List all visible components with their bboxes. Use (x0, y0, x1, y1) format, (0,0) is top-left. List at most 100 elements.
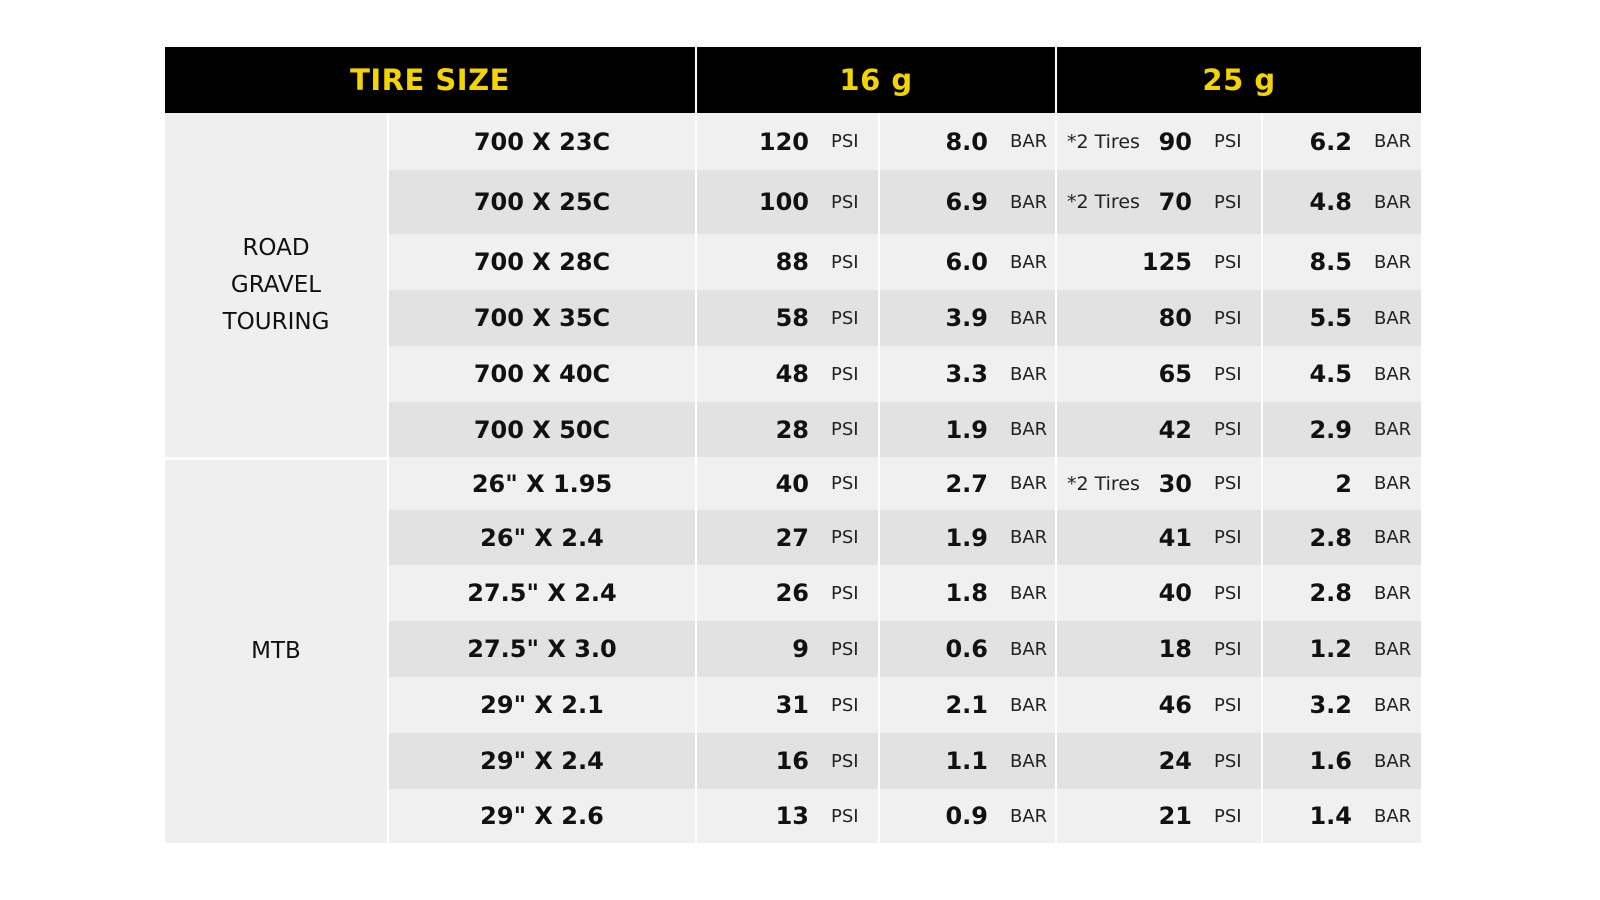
category-cell: MTB (165, 457, 387, 843)
value: 2.8 (1309, 579, 1352, 607)
tire-size-cell: 700 X 50C (389, 402, 695, 457)
value: 2 (1335, 469, 1352, 498)
value: 1.9 (945, 523, 988, 552)
value: 3.9 (945, 304, 988, 332)
psi-25g-cell: *2 Tires 90 PSI (1057, 113, 1261, 170)
psi-25g-cell: 21 PSI (1057, 789, 1261, 843)
unit-label: PSI (831, 191, 859, 213)
value: 21 (1158, 802, 1192, 830)
value: 0.6 (945, 635, 988, 663)
value: 1.1 (945, 747, 988, 775)
unit-label: PSI (831, 251, 859, 273)
bar-16g-cell: 2.7 BAR (880, 457, 1055, 510)
bar-25g-cell: 8.5 BAR (1263, 234, 1421, 290)
value: 6.9 (945, 188, 988, 216)
unit-label: PSI (831, 527, 859, 548)
psi-16g-cell: 31 PSI (697, 677, 878, 733)
unit-label: PSI (1214, 527, 1242, 548)
unit-label: PSI (1214, 363, 1242, 385)
unit-label: PSI (831, 363, 859, 385)
category-cell: ROAD GRAVEL TOURING (165, 113, 387, 457)
unit-label: PSI (831, 694, 859, 716)
psi-25g-cell: 24 PSI (1057, 733, 1261, 789)
unit-label: BAR (1010, 638, 1048, 660)
psi-25g-cell: 42 PSI (1057, 402, 1261, 457)
value: 1.4 (1309, 802, 1352, 830)
value: 27 (775, 523, 809, 552)
psi-16g-cell: 13 PSI (697, 789, 878, 843)
unit-label: PSI (831, 805, 859, 827)
tire-size-cell: 700 X 25C (389, 170, 695, 234)
value: 42 (1158, 415, 1192, 444)
bar-16g-cell: 6.9 BAR (880, 170, 1055, 234)
unit-label: BAR (1374, 638, 1412, 660)
value: 31 (775, 691, 809, 719)
unit-label: BAR (1374, 363, 1412, 385)
psi-16g-cell: 48 PSI (697, 346, 878, 402)
unit-label: BAR (1374, 251, 1412, 273)
value: 2.7 (945, 469, 988, 498)
tire-size-cell: 700 X 40C (389, 346, 695, 402)
unit-label: BAR (1010, 363, 1048, 385)
bar-25g-cell: 4.5 BAR (1263, 346, 1421, 402)
bar-25g-cell: 2.9 BAR (1263, 402, 1421, 457)
bar-16g-cell: 6.0 BAR (880, 234, 1055, 290)
bar-25g-cell: 2 BAR (1263, 457, 1421, 510)
value: 3.3 (945, 360, 988, 388)
bar-25g-cell: 1.6 BAR (1263, 733, 1421, 789)
value: 120 (758, 127, 809, 156)
psi-25g-cell: 46 PSI (1057, 677, 1261, 733)
unit-label: BAR (1010, 750, 1048, 772)
unit-label: PSI (1214, 307, 1242, 329)
bar-16g-cell: 1.8 BAR (880, 565, 1055, 621)
unit-label: BAR (1010, 251, 1048, 273)
value: 3.2 (1309, 691, 1352, 719)
tire-size-cell: 27.5" X 2.4 (389, 565, 695, 621)
value: 90 (1158, 127, 1192, 156)
value: 58 (775, 304, 809, 332)
unit-label: BAR (1010, 419, 1048, 440)
tire-size-cell: 26" X 1.95 (389, 457, 695, 510)
bar-25g-cell: 1.2 BAR (1263, 621, 1421, 677)
tire-size-cell: 26" X 2.4 (389, 510, 695, 565)
unit-label: BAR (1010, 191, 1048, 213)
value: 65 (1158, 360, 1192, 388)
unit-label: BAR (1374, 750, 1412, 772)
tire-size-cell: 29" X 2.4 (389, 733, 695, 789)
two-tires-note: *2 Tires (1067, 191, 1140, 213)
value: 1.9 (945, 415, 988, 444)
unit-label: BAR (1010, 307, 1048, 329)
psi-25g-cell: *2 Tires 30 PSI (1057, 457, 1261, 510)
value: 40 (1158, 579, 1192, 607)
value: 24 (1158, 747, 1192, 775)
unit-label: PSI (1214, 191, 1242, 213)
unit-label: PSI (831, 582, 859, 604)
bar-25g-cell: 2.8 BAR (1263, 565, 1421, 621)
unit-label: PSI (1214, 131, 1242, 152)
bar-16g-cell: 0.6 BAR (880, 621, 1055, 677)
unit-label: PSI (831, 638, 859, 660)
psi-16g-cell: 100 PSI (697, 170, 878, 234)
psi-25g-cell: 80 PSI (1057, 290, 1261, 346)
unit-label: PSI (1214, 638, 1242, 660)
bar-16g-cell: 1.1 BAR (880, 733, 1055, 789)
psi-16g-cell: 16 PSI (697, 733, 878, 789)
psi-25g-cell: *2 Tires 70 PSI (1057, 170, 1261, 234)
unit-label: PSI (831, 307, 859, 329)
value: 2.8 (1309, 523, 1352, 552)
unit-label: BAR (1010, 527, 1048, 548)
two-tires-note: *2 Tires (1067, 472, 1140, 495)
unit-label: BAR (1010, 582, 1048, 604)
value: 8.5 (1309, 248, 1352, 276)
bar-25g-cell: 3.2 BAR (1263, 677, 1421, 733)
unit-label: BAR (1374, 307, 1412, 329)
bar-16g-cell: 3.9 BAR (880, 290, 1055, 346)
value: 48 (775, 360, 809, 388)
unit-label: BAR (1374, 473, 1412, 494)
psi-16g-cell: 40 PSI (697, 457, 878, 510)
unit-label: PSI (831, 131, 859, 152)
bar-25g-cell: 6.2 BAR (1263, 113, 1421, 170)
unit-label: PSI (1214, 750, 1242, 772)
unit-label: BAR (1374, 582, 1412, 604)
value: 0.9 (945, 802, 988, 830)
